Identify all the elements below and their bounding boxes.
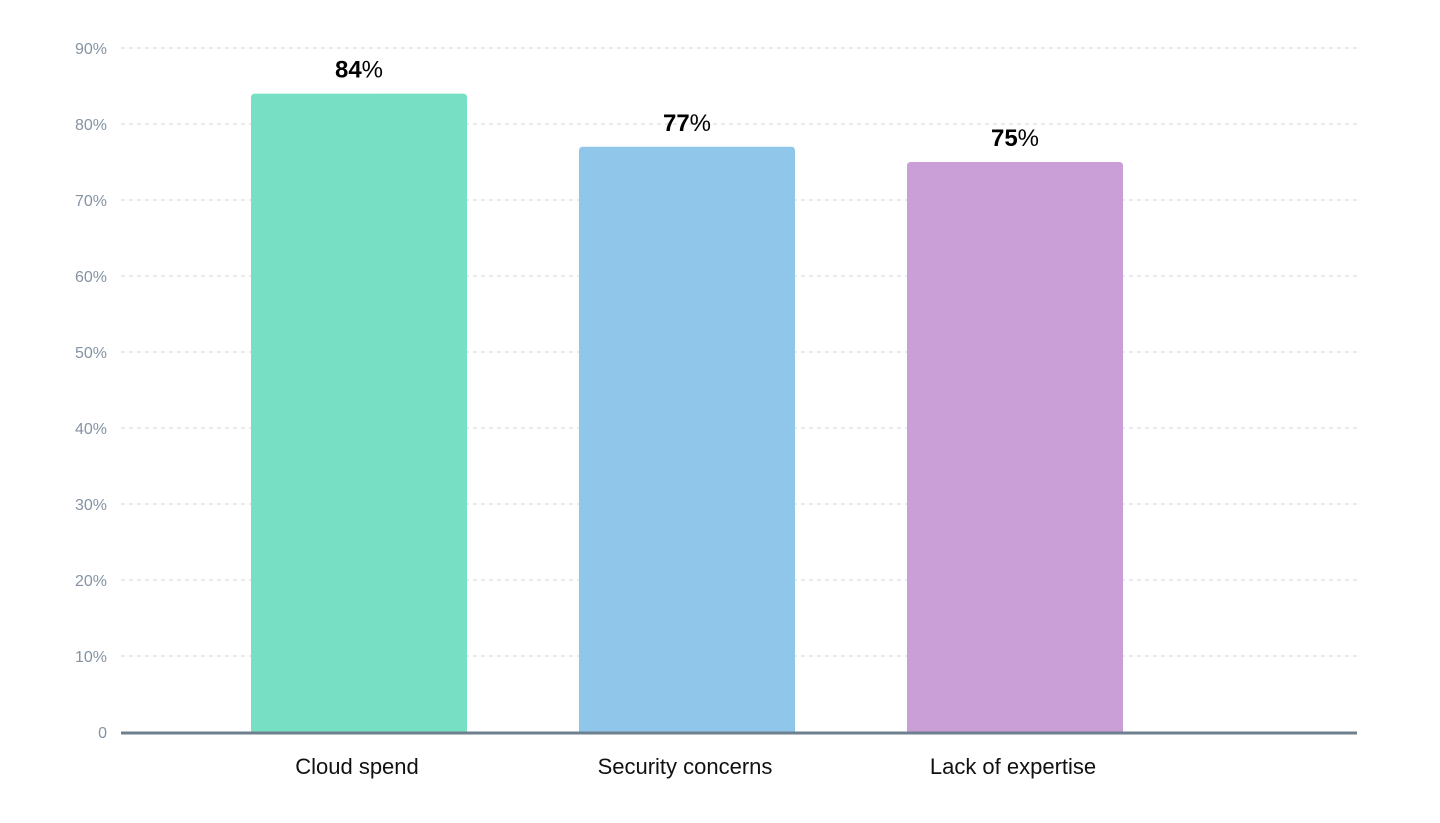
bar xyxy=(907,162,1123,732)
y-tick-label: 40% xyxy=(75,421,107,438)
y-tick-label: 80% xyxy=(75,117,107,134)
bar xyxy=(579,146,795,733)
y-tick-label: 90% xyxy=(75,41,107,58)
data-label: 84% xyxy=(335,57,383,84)
bar xyxy=(251,93,467,733)
x-tick-label: Lack of expertise xyxy=(930,754,1096,779)
data-label: 75% xyxy=(991,125,1039,152)
y-tick-label: 30% xyxy=(75,497,107,514)
data-label: 77% xyxy=(663,110,711,137)
y-tick-label: 0 xyxy=(98,725,107,742)
x-tick-label: Cloud spend xyxy=(295,754,419,779)
y-tick-label: 50% xyxy=(75,345,107,362)
y-tick-label: 20% xyxy=(75,573,107,590)
x-tick-label: Security concerns xyxy=(598,754,773,779)
y-tick-label: 10% xyxy=(75,649,107,666)
y-tick-label: 60% xyxy=(75,269,107,286)
y-tick-label: 70% xyxy=(75,193,107,210)
